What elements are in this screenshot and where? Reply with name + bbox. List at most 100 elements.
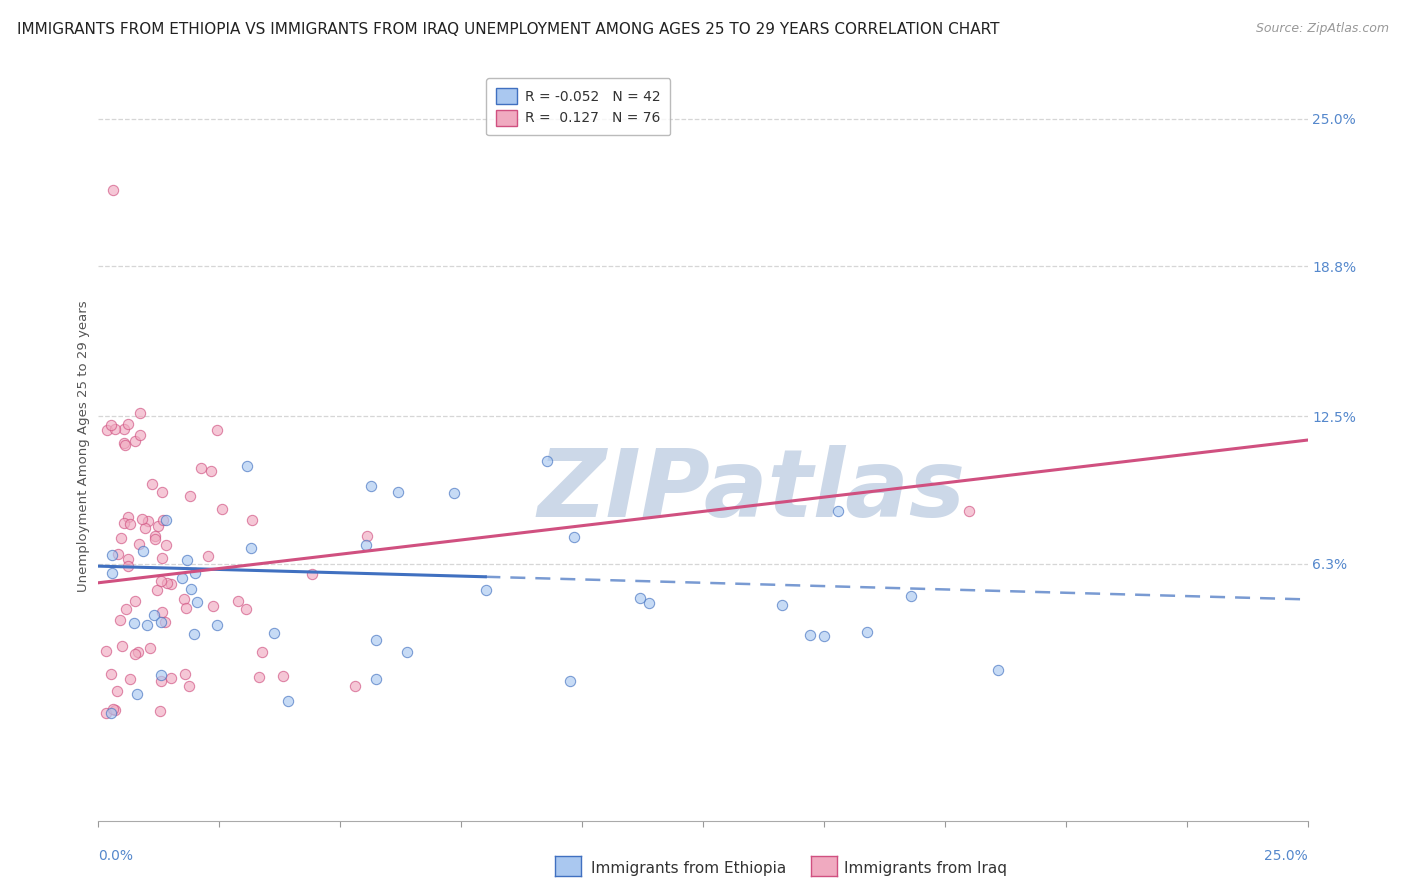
- Point: [143, 532, 166, 546]
- Point: [134, 521, 156, 535]
- Point: [474, 582, 496, 597]
- Point: [136, 515, 159, 529]
- Point: [174, 601, 197, 615]
- Point: [136, 617, 159, 632]
- Point: [117, 558, 139, 573]
- Point: [141, 476, 163, 491]
- Point: [124, 434, 146, 449]
- Point: [101, 702, 124, 716]
- Point: [186, 595, 208, 609]
- Point: [356, 529, 378, 543]
- Text: Source: ZipAtlas.com: Source: ZipAtlas.com: [1256, 22, 1389, 36]
- Point: [179, 489, 201, 503]
- Point: [128, 428, 150, 442]
- Point: [149, 704, 172, 718]
- Point: [94, 706, 117, 720]
- Point: [813, 629, 835, 643]
- Point: [117, 552, 139, 566]
- Point: [150, 485, 173, 500]
- Point: [235, 602, 257, 616]
- Point: [235, 459, 257, 474]
- Point: [112, 422, 135, 436]
- Point: [155, 538, 177, 552]
- Point: [100, 706, 122, 721]
- Point: [240, 513, 263, 527]
- Point: [112, 435, 135, 450]
- Point: [156, 576, 179, 591]
- Point: [127, 644, 149, 658]
- Point: [111, 639, 134, 653]
- Point: [114, 602, 136, 616]
- Point: [100, 548, 122, 562]
- Point: [250, 645, 273, 659]
- Point: [190, 461, 212, 475]
- Point: [124, 594, 146, 608]
- Point: [183, 627, 205, 641]
- Point: [96, 644, 118, 658]
- Text: ZIPatlas: ZIPatlas: [537, 445, 966, 537]
- Point: [100, 667, 122, 681]
- Point: [107, 547, 129, 561]
- Point: [277, 694, 299, 708]
- Legend: R = -0.052   N = 42, R =  0.127   N = 76: R = -0.052 N = 42, R = 0.127 N = 76: [486, 78, 671, 136]
- Point: [120, 672, 142, 686]
- Point: [184, 566, 207, 580]
- Point: [146, 518, 169, 533]
- Point: [202, 599, 225, 613]
- Point: [143, 608, 166, 623]
- Point: [149, 673, 172, 688]
- Point: [827, 504, 849, 518]
- Point: [564, 530, 586, 544]
- Point: [387, 484, 409, 499]
- Point: [96, 423, 118, 437]
- Point: [108, 613, 131, 627]
- Text: Immigrants from Ethiopia: Immigrants from Ethiopia: [591, 862, 786, 876]
- Point: [110, 531, 132, 545]
- Point: [117, 417, 139, 431]
- Point: [856, 624, 879, 639]
- Point: [271, 668, 294, 682]
- Point: [770, 598, 793, 612]
- Point: [149, 574, 172, 588]
- Point: [105, 684, 128, 698]
- Text: IMMIGRANTS FROM ETHIOPIA VS IMMIGRANTS FROM IRAQ UNEMPLOYMENT AMONG AGES 25 TO 2: IMMIGRANTS FROM ETHIOPIA VS IMMIGRANTS F…: [17, 22, 1000, 37]
- Point: [128, 537, 150, 551]
- Point: [155, 512, 177, 526]
- Point: [301, 567, 323, 582]
- Point: [131, 511, 153, 525]
- Point: [155, 615, 177, 630]
- Point: [197, 549, 219, 564]
- Point: [173, 666, 195, 681]
- Point: [443, 486, 465, 500]
- Point: [343, 679, 366, 693]
- Point: [101, 183, 124, 197]
- Point: [145, 582, 167, 597]
- Point: [354, 538, 377, 552]
- Point: [239, 541, 262, 555]
- Y-axis label: Unemployment Among Ages 25 to 29 years: Unemployment Among Ages 25 to 29 years: [77, 301, 90, 591]
- Point: [150, 615, 173, 630]
- Point: [139, 641, 162, 656]
- Point: [100, 418, 122, 433]
- Point: [124, 616, 146, 631]
- Point: [205, 618, 228, 632]
- Point: [128, 406, 150, 420]
- Point: [114, 438, 136, 452]
- Point: [101, 566, 124, 580]
- Point: [180, 582, 202, 596]
- Point: [957, 504, 980, 518]
- Point: [103, 422, 125, 436]
- Point: [211, 502, 233, 516]
- Point: [200, 464, 222, 478]
- Point: [799, 628, 821, 642]
- Point: [173, 592, 195, 607]
- Point: [150, 668, 173, 682]
- Point: [150, 550, 173, 565]
- Point: [560, 673, 582, 688]
- Point: [364, 633, 387, 648]
- Point: [172, 571, 194, 585]
- Point: [143, 529, 166, 543]
- Point: [205, 423, 228, 437]
- Point: [120, 516, 142, 531]
- Point: [900, 590, 922, 604]
